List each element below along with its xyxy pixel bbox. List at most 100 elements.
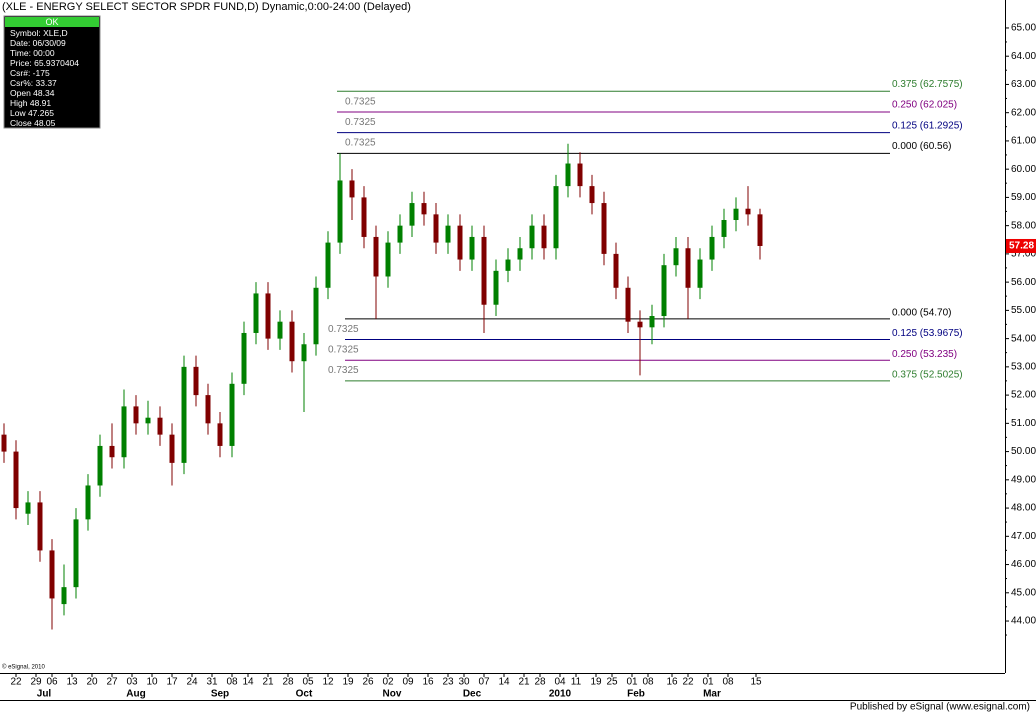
candle-body <box>457 225 463 260</box>
y-tick-label: 46.00 <box>1011 559 1036 570</box>
last-price-label: 57.28 <box>1009 241 1034 252</box>
candle-body <box>121 406 127 458</box>
candle-body <box>397 225 403 243</box>
chart-title: (XLE - ENERGY SELECT SECTOR SPDR FUND,D)… <box>2 1 411 13</box>
candle-body <box>361 197 367 237</box>
y-tick-label: 48.00 <box>1011 503 1036 514</box>
candle-body <box>505 259 511 271</box>
month-label: 2010 <box>549 689 572 700</box>
info-row: Low 47.265 <box>10 108 54 118</box>
candle-body <box>181 366 187 463</box>
candle-body <box>565 163 571 187</box>
x-tick-label: 19 <box>342 677 354 688</box>
x-tick-label: 16 <box>666 677 678 688</box>
y-tick-label: 44.00 <box>1011 616 1036 627</box>
fib-label: 0.125 (53.9675) <box>892 328 963 339</box>
candle-body <box>433 214 439 243</box>
candle-body <box>385 242 391 277</box>
y-tick-label: 54.00 <box>1011 333 1036 344</box>
candle-body <box>13 451 19 509</box>
y-tick-label: 63.00 <box>1011 79 1036 90</box>
candle-body <box>445 225 451 243</box>
month-label: Jul <box>37 689 52 700</box>
candle-body <box>661 265 667 317</box>
fib-label: 0.000 (54.70) <box>892 307 952 318</box>
x-tick-label: 28 <box>534 677 546 688</box>
info-row: High 48.91 <box>10 98 51 108</box>
fib-label: 0.375 (62.7575) <box>892 79 963 90</box>
month-label: Nov <box>383 689 402 700</box>
y-tick-label: 62.00 <box>1011 107 1036 118</box>
y-tick-label: 60.00 <box>1011 164 1036 175</box>
x-tick-label: 20 <box>86 677 98 688</box>
fib-ratio-label: 0.7325 <box>328 324 359 335</box>
candle-body <box>745 208 751 215</box>
x-tick-label: 22 <box>10 677 22 688</box>
candle-body <box>253 293 259 333</box>
x-tick-label: 13 <box>66 677 78 688</box>
x-tick-label: 25 <box>606 677 618 688</box>
x-tick-label: 08 <box>722 677 734 688</box>
x-tick-label: 30 <box>458 677 470 688</box>
x-tick-label: 08 <box>642 677 654 688</box>
y-tick-label: 61.00 <box>1011 136 1036 147</box>
candle-body <box>697 259 703 288</box>
y-tick-label: 55.00 <box>1011 305 1036 316</box>
y-tick-label: 51.00 <box>1011 418 1036 429</box>
last-price-tag <box>1006 238 1036 253</box>
candle-body <box>637 321 643 328</box>
info-row: Price: 65.9370404 <box>10 58 79 68</box>
info-row: Time: 00:00 <box>10 48 55 58</box>
candle-body <box>61 587 67 605</box>
candle-body <box>517 248 523 260</box>
fib-label: 0.125 (61.2925) <box>892 120 963 131</box>
candle-body <box>733 208 739 221</box>
y-tick-label: 52.00 <box>1011 390 1036 401</box>
candle-body <box>217 423 223 446</box>
candle-body <box>241 332 247 384</box>
fib-label: 0.250 (53.235) <box>892 349 957 360</box>
candle-body <box>337 180 343 243</box>
candle-body <box>481 236 487 305</box>
x-tick-label: 14 <box>242 677 254 688</box>
y-tick-label: 47.00 <box>1011 531 1036 542</box>
y-tick-label: 49.00 <box>1011 474 1036 485</box>
candle-body <box>577 163 583 187</box>
info-row: Symbol: XLE,D <box>10 28 68 38</box>
fib-ratio-label: 0.7325 <box>328 365 359 376</box>
candle-body <box>373 236 379 277</box>
x-tick-label: 12 <box>322 677 334 688</box>
candle-body <box>589 186 595 204</box>
x-tick-label: 01 <box>702 677 714 688</box>
candle-body <box>169 434 175 463</box>
candle-body <box>685 248 691 288</box>
candle-body <box>349 180 355 198</box>
candle-body <box>205 395 211 424</box>
y-tick-label: 50.00 <box>1011 446 1036 457</box>
candle-body <box>613 253 619 288</box>
candle-body <box>73 519 79 588</box>
candle-body <box>133 406 139 424</box>
info-row: Close 48.05 <box>10 118 56 128</box>
info-row: Csr#: -175 <box>10 68 50 78</box>
x-tick-label: 15 <box>750 677 762 688</box>
candle-body <box>289 321 295 362</box>
candle-body <box>493 270 499 305</box>
x-tick-label: 07 <box>478 677 490 688</box>
x-tick-label: 09 <box>402 677 414 688</box>
x-tick-label: 22 <box>682 677 694 688</box>
published-by: Published by eSignal (www.esignal.com) <box>850 702 1030 713</box>
fib-ratio-label: 0.7325 <box>345 117 376 128</box>
y-tick-label: 65.00 <box>1011 23 1036 34</box>
candle-body <box>37 502 43 551</box>
candle-body <box>409 203 415 226</box>
x-tick-label: 21 <box>518 677 530 688</box>
x-tick-label: 05 <box>302 677 314 688</box>
month-label: Aug <box>126 689 145 700</box>
candle-body <box>97 445 103 486</box>
fib-ratio-label: 0.7325 <box>345 138 376 149</box>
x-tick-label: 21 <box>262 677 274 688</box>
candle-body <box>541 225 547 249</box>
month-label: Sep <box>211 689 229 700</box>
